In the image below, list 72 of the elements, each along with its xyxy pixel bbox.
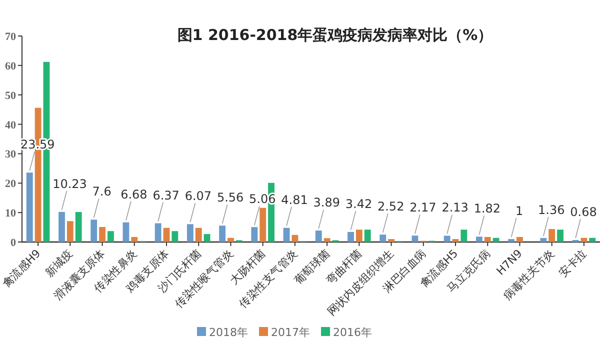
- x-tick-label: 安卡拉: [556, 246, 590, 280]
- y-tick-label: 0: [10, 237, 16, 249]
- data-label: 1.82: [474, 202, 501, 216]
- y-tick-label: 20: [5, 178, 16, 190]
- bar: [324, 238, 330, 242]
- bar: [589, 238, 596, 242]
- bar: [557, 230, 564, 242]
- bar: [444, 236, 450, 242]
- data-label: 2.13: [442, 200, 468, 215]
- bar: [540, 238, 547, 242]
- bar: [548, 229, 556, 242]
- bar: [292, 234, 298, 242]
- bar: [388, 239, 394, 242]
- bar: [75, 212, 82, 242]
- bar: [172, 231, 178, 242]
- bar: [580, 238, 588, 242]
- bar: [122, 222, 130, 242]
- x-tick-label: 禽流感H9: [0, 246, 44, 290]
- data-label: 2.17: [410, 200, 436, 215]
- bar: [356, 230, 362, 242]
- bar: [364, 230, 371, 242]
- bar: [58, 212, 65, 242]
- y-tick-label: 50: [5, 90, 16, 102]
- bar: [348, 232, 354, 242]
- bar: [460, 230, 468, 242]
- bar: [315, 230, 322, 242]
- y-tick-label: 70: [5, 31, 16, 43]
- y-tick-label: 30: [5, 148, 16, 161]
- data-label: 10.23: [52, 176, 87, 191]
- bar: [516, 236, 523, 242]
- bar: [66, 221, 74, 242]
- data-label: 5.56: [216, 190, 244, 205]
- bar: [154, 223, 162, 242]
- bar: [99, 226, 106, 242]
- bar: [260, 208, 266, 242]
- data-label: 3.89: [313, 196, 340, 210]
- data-label: 1.36: [538, 203, 565, 217]
- bar: [204, 234, 210, 242]
- bar: [26, 172, 33, 242]
- bar: [107, 231, 114, 242]
- bar: [163, 228, 170, 242]
- bar: [251, 227, 258, 242]
- bar: [228, 238, 234, 242]
- bar: [131, 236, 138, 242]
- bar: [452, 239, 459, 242]
- data-label: 6.07: [184, 189, 212, 204]
- bar: [476, 236, 482, 242]
- legend-label: 2016年: [333, 326, 372, 339]
- y-tick-label: 40: [5, 119, 16, 132]
- bar: [508, 239, 515, 242]
- y-tick-label: 10: [5, 208, 16, 220]
- data-label: 3.42: [345, 196, 372, 211]
- legend-label: 2017年: [271, 326, 310, 339]
- bar: [186, 224, 194, 242]
- bar: [90, 220, 98, 242]
- legend-label: 2018年: [209, 326, 248, 339]
- data-label: 1: [515, 204, 524, 218]
- data-label: 7.6: [92, 184, 112, 199]
- bar: [492, 238, 500, 242]
- data-label: 6.68: [120, 187, 148, 202]
- bar: [219, 226, 226, 242]
- bar: [380, 234, 386, 242]
- data-label: 2.52: [377, 200, 404, 214]
- y-tick-label: 60: [5, 60, 16, 72]
- data-label: 4.81: [281, 192, 308, 207]
- chart-title: 图1 2016-2018年蛋鸡疫病发病率对比（%）: [177, 26, 493, 44]
- bar: [283, 228, 290, 242]
- data-label: 0.68: [570, 205, 597, 219]
- bar: [195, 228, 202, 242]
- data-label: 6.37: [152, 188, 180, 202]
- bar: [484, 236, 491, 242]
- bar: [412, 236, 418, 242]
